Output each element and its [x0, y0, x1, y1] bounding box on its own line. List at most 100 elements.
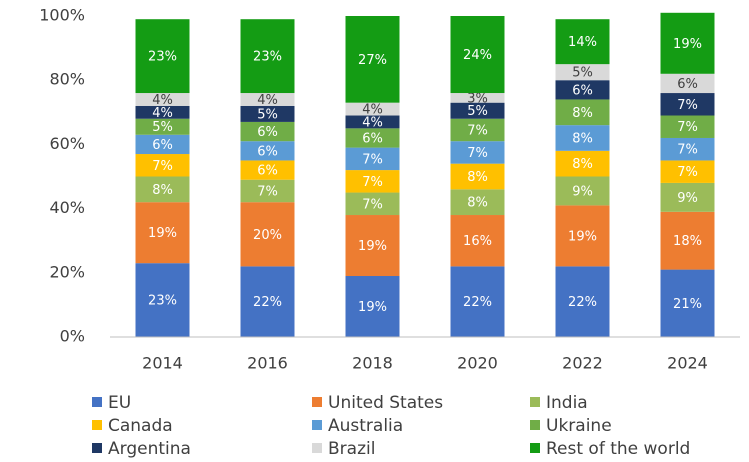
bar-segment: [555, 64, 610, 81]
data-label: 8%: [572, 157, 593, 172]
data-label: 7%: [362, 197, 383, 212]
bar-segment: [240, 19, 295, 94]
data-label: 16%: [463, 234, 492, 249]
bar-segment: [555, 266, 610, 337]
data-label: 7%: [467, 123, 488, 138]
bar-segment: [135, 134, 190, 155]
x-tick-label: 2018: [352, 354, 393, 373]
y-tick-label: 40%: [49, 198, 85, 217]
bar-segment: [555, 80, 610, 100]
data-label: 19%: [358, 300, 387, 315]
data-label: 4%: [257, 93, 278, 108]
data-label: 6%: [257, 144, 278, 159]
y-tick-label: 0%: [60, 327, 85, 346]
bar-segment: [240, 121, 295, 142]
bar-segment: [240, 141, 295, 161]
bar-segment: [660, 93, 715, 116]
data-label: 7%: [257, 184, 278, 199]
bar-segment: [345, 170, 400, 193]
bar-segment: [555, 150, 610, 177]
bar-segment: [345, 215, 400, 277]
data-label: 6%: [362, 131, 383, 146]
bar-segment: [135, 263, 190, 337]
data-label: 9%: [572, 184, 593, 199]
bar-segment: [660, 269, 715, 337]
bar-segment: [450, 215, 505, 267]
data-label: 14%: [568, 35, 597, 50]
bar-segment: [450, 16, 505, 94]
bar-segment: [135, 202, 190, 264]
data-label: 6%: [257, 125, 278, 140]
data-label: 8%: [467, 170, 488, 185]
data-label: 8%: [572, 131, 593, 146]
data-label: 4%: [362, 115, 383, 130]
legend-swatch: [530, 397, 540, 407]
data-label: 7%: [467, 146, 488, 161]
legend-label: United States: [328, 393, 443, 413]
data-label: 5%: [257, 107, 278, 122]
bar-segment: [450, 93, 505, 103]
y-tick-label: 60%: [49, 134, 85, 153]
legend-swatch: [312, 397, 322, 407]
y-tick-label: 20%: [49, 262, 85, 281]
data-label: 3%: [467, 91, 488, 106]
bar-segment: [660, 211, 715, 270]
bar-segment: [345, 128, 400, 148]
bar-segment: [345, 115, 400, 129]
data-label: 19%: [673, 37, 702, 52]
data-label: 7%: [677, 120, 698, 135]
data-label: 6%: [572, 83, 593, 98]
bar-segment: [660, 137, 715, 161]
data-label: 22%: [463, 295, 492, 310]
legend-swatch: [92, 443, 102, 453]
bar-segment: [240, 202, 295, 267]
bar-segment: [660, 73, 715, 94]
data-label: 4%: [152, 93, 173, 108]
data-label: 7%: [152, 159, 173, 174]
bar-segment: [240, 93, 295, 106]
legend-label: EU: [108, 393, 131, 413]
x-tick-label: 2020: [457, 354, 498, 373]
bar-segment: [555, 19, 610, 65]
x-tick-label: 2014: [142, 354, 183, 373]
x-tick-label: 2022: [562, 354, 603, 373]
data-label: 19%: [568, 229, 597, 244]
data-label: 8%: [467, 196, 488, 211]
bar-segment: [450, 141, 505, 164]
data-label: 8%: [572, 106, 593, 121]
y-tick-label: 80%: [49, 70, 85, 89]
bar-segment: [135, 176, 190, 203]
bar-segment: [135, 154, 190, 177]
data-label: 4%: [152, 106, 173, 121]
data-label: 6%: [152, 138, 173, 153]
bar-segment: [660, 115, 715, 138]
data-label: 7%: [677, 98, 698, 113]
legend-label: Ukraine: [546, 416, 612, 436]
legend-swatch: [92, 420, 102, 430]
data-label: 23%: [148, 294, 177, 309]
data-label: 8%: [152, 183, 173, 198]
legend-label: Canada: [108, 416, 173, 436]
bar-segment: [555, 99, 610, 126]
data-label: 5%: [572, 66, 593, 81]
bar-segment: [555, 205, 610, 267]
data-label: 19%: [148, 226, 177, 241]
legend-swatch: [312, 443, 322, 453]
bar-segment: [660, 182, 715, 212]
legend-swatch: [92, 397, 102, 407]
data-label: 23%: [148, 50, 177, 65]
data-label: 6%: [677, 77, 698, 92]
bar-segment: [555, 125, 610, 151]
data-label: 21%: [673, 297, 702, 312]
bar-segment: [240, 266, 295, 337]
bar-segment: [135, 93, 190, 106]
data-label: 22%: [568, 295, 597, 310]
bar-segment: [660, 12, 715, 74]
legend-swatch: [530, 443, 540, 453]
data-label: 23%: [253, 50, 282, 65]
bar-segment: [345, 192, 400, 216]
bar-segment: [345, 147, 400, 171]
bar-segment: [555, 176, 610, 206]
legend-swatch: [312, 420, 322, 430]
